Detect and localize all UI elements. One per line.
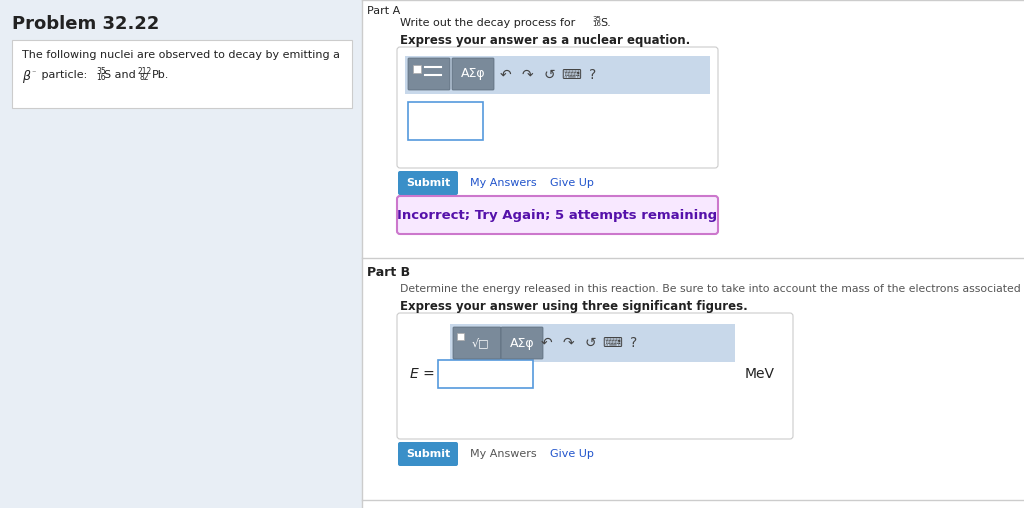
Bar — [408, 102, 483, 140]
Text: S.: S. — [600, 18, 610, 28]
Text: 35: 35 — [96, 67, 105, 76]
FancyBboxPatch shape — [501, 327, 543, 359]
Text: My Answers: My Answers — [470, 178, 537, 188]
Text: Express your answer as a nuclear equation.: Express your answer as a nuclear equatio… — [400, 34, 690, 47]
Text: √□: √□ — [471, 338, 488, 348]
Text: Give Up: Give Up — [550, 449, 594, 459]
Text: ⌨: ⌨ — [561, 68, 581, 82]
Text: particle:: particle: — [38, 70, 91, 80]
Text: The following nuclei are observed to decay by emitting a: The following nuclei are observed to dec… — [22, 50, 340, 60]
Bar — [362, 0, 1024, 508]
Text: ↺: ↺ — [584, 336, 596, 350]
FancyBboxPatch shape — [398, 442, 458, 466]
Text: ?: ? — [631, 336, 638, 350]
Text: Pb.: Pb. — [152, 70, 169, 80]
Bar — [406, 56, 710, 94]
Text: ⁻: ⁻ — [31, 68, 36, 77]
Text: ↶: ↶ — [499, 68, 511, 82]
Text: ↷: ↷ — [562, 336, 573, 350]
Bar — [457, 333, 464, 340]
Text: Problem 32.22: Problem 32.22 — [12, 15, 160, 33]
Bar — [438, 360, 534, 388]
Bar — [12, 40, 352, 108]
FancyBboxPatch shape — [452, 58, 494, 90]
Text: AΣφ: AΣφ — [461, 68, 485, 80]
FancyBboxPatch shape — [397, 47, 718, 168]
FancyBboxPatch shape — [397, 313, 793, 439]
Text: Express your answer using three significant figures.: Express your answer using three signific… — [400, 300, 748, 313]
Text: ⌨: ⌨ — [602, 336, 622, 350]
Text: β: β — [22, 70, 30, 83]
Bar — [0, 0, 362, 508]
Text: MeV: MeV — [745, 367, 775, 381]
Text: Determine the energy released in this reaction. Be sure to take into account the: Determine the energy released in this re… — [400, 284, 1024, 294]
Text: 16: 16 — [96, 73, 105, 82]
Text: E =: E = — [410, 367, 435, 381]
Text: ↷: ↷ — [521, 68, 532, 82]
FancyBboxPatch shape — [398, 171, 458, 195]
Text: Part B: Part B — [367, 266, 411, 279]
FancyBboxPatch shape — [453, 327, 501, 359]
Text: Submit: Submit — [406, 178, 451, 188]
Bar — [450, 324, 735, 362]
Text: Write out the decay process for: Write out the decay process for — [400, 18, 579, 28]
FancyBboxPatch shape — [408, 58, 450, 90]
Text: ?: ? — [590, 68, 597, 82]
Text: ↶: ↶ — [541, 336, 552, 350]
Text: Give Up: Give Up — [550, 178, 594, 188]
Text: Submit: Submit — [406, 449, 451, 459]
Text: 82: 82 — [140, 73, 150, 82]
Text: 212: 212 — [138, 67, 153, 76]
Text: AΣφ: AΣφ — [510, 336, 535, 350]
Text: 35: 35 — [592, 16, 601, 22]
Text: Incorrect; Try Again; 5 attempts remaining: Incorrect; Try Again; 5 attempts remaini… — [397, 208, 718, 221]
Text: Part A: Part A — [367, 6, 400, 16]
Text: S and: S and — [104, 70, 139, 80]
FancyBboxPatch shape — [397, 196, 718, 234]
Bar — [413, 65, 421, 73]
Text: My Answers: My Answers — [470, 449, 537, 459]
Text: ↺: ↺ — [543, 68, 555, 82]
Text: 16: 16 — [592, 21, 601, 27]
